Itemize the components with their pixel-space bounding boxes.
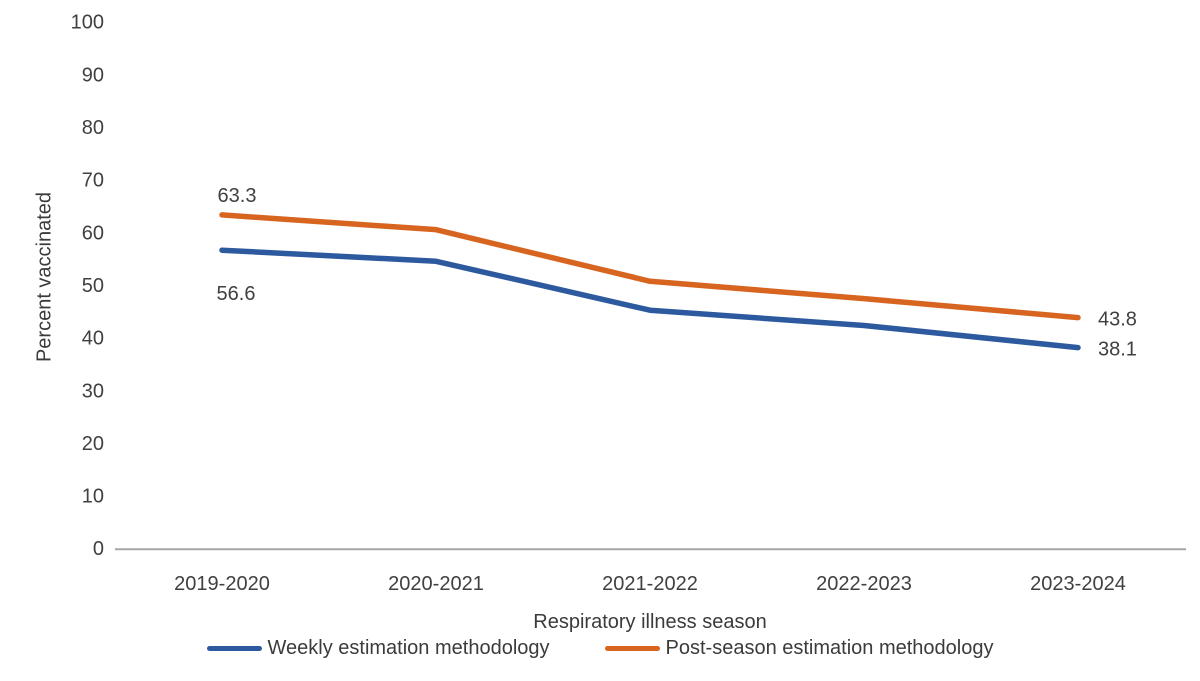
- y-tick-label: 0: [93, 538, 104, 560]
- y-tick-label: 40: [82, 328, 104, 350]
- y-tick-label: 30: [82, 380, 104, 402]
- legend-item-postseason: Post-season estimation methodology: [604, 637, 994, 660]
- point-label: 63.3: [218, 185, 257, 207]
- point-label: 43.8: [1098, 309, 1137, 331]
- y-tick-label: 90: [82, 64, 104, 86]
- y-tick-label: 50: [82, 275, 104, 297]
- y-tick-label: 80: [82, 117, 104, 139]
- y-axis-title: Percent vaccinated: [33, 191, 56, 363]
- x-tick-label: 2023-2024: [1030, 573, 1126, 595]
- x-tick-label: 2019-2020: [174, 573, 270, 595]
- point-label: 56.6: [217, 283, 256, 305]
- series-line-postseason: [219, 212, 1081, 321]
- postseason-line-swatch-icon: [604, 646, 660, 651]
- legend-label-postseason: Post-season estimation methodology: [665, 637, 994, 659]
- y-tick-label: 100: [71, 12, 104, 34]
- point-label: 38.1: [1098, 339, 1137, 361]
- legend-label-weekly: Weekly estimation methodology: [267, 637, 550, 659]
- weekly-line-swatch-icon: [206, 646, 262, 651]
- series-line-weekly: [219, 247, 1081, 351]
- y-tick-label: 20: [82, 433, 104, 455]
- legend-item-weekly: Weekly estimation methodology: [206, 637, 550, 660]
- x-axis-title: Respiratory illness season: [533, 611, 767, 633]
- legend: Weekly estimation methodology Post-seaso…: [0, 637, 1200, 660]
- y-tick-label: 60: [82, 222, 104, 244]
- x-tick-label: 2022-2023: [816, 573, 912, 595]
- y-tick-label: 70: [82, 170, 104, 192]
- x-tick-label: 2020-2021: [388, 573, 484, 595]
- y-tick-label: 10: [82, 486, 104, 508]
- x-tick-label: 2021-2022: [602, 573, 698, 595]
